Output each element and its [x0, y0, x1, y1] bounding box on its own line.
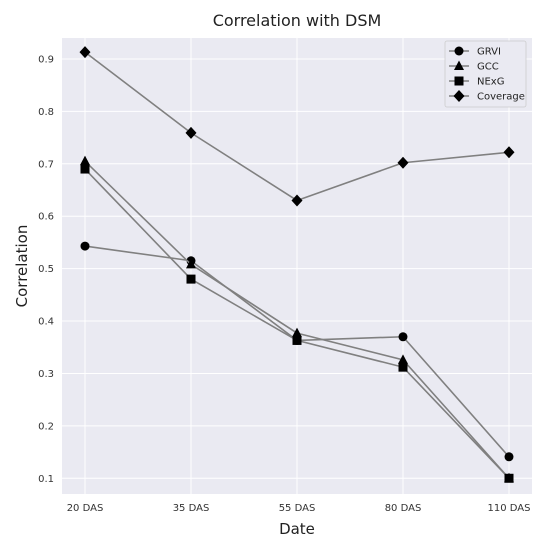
legend: GRVI GCC NExG Coverage [444, 40, 527, 108]
data-point-gcc [292, 327, 302, 338]
chart-title: Correlation with DSM [213, 11, 382, 30]
y-tick-label: 0.9 [38, 54, 54, 65]
y-tick-label: 0.8 [38, 107, 54, 118]
x-axis-title: Date [279, 520, 315, 538]
legend-label: GRVI [477, 47, 501, 58]
y-tick-label: 0.4 [38, 317, 54, 328]
legend-item: GRVI [449, 46, 501, 58]
data-point-grvi [398, 332, 408, 342]
data-point-nexg [292, 335, 302, 345]
data-point-nexg [80, 164, 90, 174]
data-point-coverage [503, 146, 515, 159]
x-tick-label: 55 DAS [279, 503, 316, 514]
data-point-coverage [291, 194, 303, 207]
legend-marker [454, 60, 464, 70]
legend-label: GCC [477, 62, 499, 73]
data-point-grvi [80, 241, 90, 251]
data-point-coverage [185, 126, 197, 139]
y-tick-label: 0.6 [38, 212, 54, 223]
data-point-nexg [504, 473, 514, 483]
legend-label: NExG [477, 77, 504, 88]
data-point-grvi [504, 452, 514, 462]
series-nexg [80, 164, 514, 483]
legend-marker [453, 90, 465, 102]
data-point-gcc [80, 155, 90, 166]
x-tick-label: 110 DAS [488, 503, 531, 514]
legend-marker [454, 76, 464, 86]
y-tick-label: 0.1 [38, 474, 54, 485]
y-tick-label: 0.5 [38, 264, 54, 275]
y-axis-title: Correlation [13, 225, 31, 308]
x-tick-label: 80 DAS [385, 503, 422, 514]
data-point-coverage [397, 156, 409, 169]
y-axis-ticks: 0.1 0.2 0.3 0.4 0.5 0.6 0.7 0.8 0.9 [38, 54, 54, 484]
data-point-gcc [186, 258, 196, 269]
y-tick-label: 0.3 [38, 369, 54, 380]
x-tick-label: 35 DAS [173, 503, 210, 514]
data-point-coverage [79, 46, 91, 59]
data-point-gcc [398, 354, 408, 364]
y-tick-label: 0.2 [38, 421, 54, 432]
x-tick-label: 20 DAS [67, 503, 104, 514]
series-coverage [79, 46, 515, 207]
legend-item: Coverage [449, 90, 525, 103]
data-point-nexg [186, 274, 196, 284]
series-layer [79, 46, 515, 483]
x-axis-ticks: 20 DAS 35 DAS 55 DAS 80 DAS 110 DAS [67, 503, 531, 514]
legend-box [444, 40, 527, 108]
legend-marker [454, 46, 464, 56]
legend-item: NExG [449, 76, 504, 88]
data-point-nexg [398, 362, 408, 372]
y-tick-label: 0.7 [38, 159, 54, 170]
legend-item: GCC [449, 60, 499, 73]
legend-label: Coverage [477, 92, 525, 103]
